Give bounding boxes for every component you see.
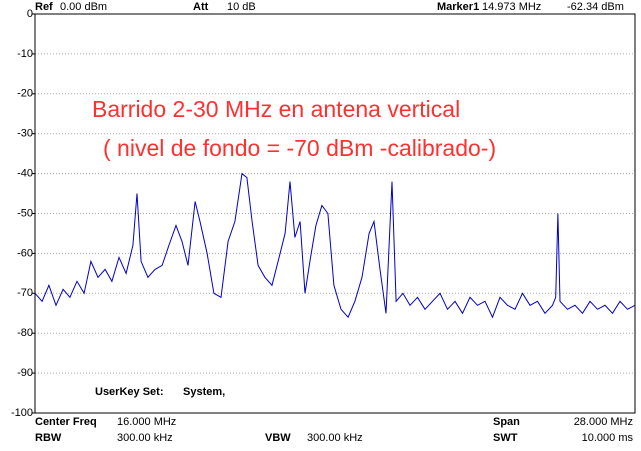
span-value: 28.000 MHz <box>574 416 633 428</box>
swt-value: 10.000 ms <box>582 432 634 444</box>
marker-label: Marker1 <box>437 1 479 13</box>
y-tick-label: -90 <box>17 367 33 379</box>
userkey-label: UserKey Set: <box>95 386 163 398</box>
y-tick-label: -50 <box>17 207 33 219</box>
vbw-value: 300.00 kHz <box>307 432 363 444</box>
span-label: Span <box>493 416 520 428</box>
att-value: 10 dB <box>227 1 256 13</box>
y-tick-label: -20 <box>17 88 33 100</box>
ref-value: 0.00 dBm <box>60 1 107 13</box>
rbw-label: RBW <box>35 432 62 444</box>
annotation: ( nivel de fondo = -70 dBm -calibrado-) <box>103 135 496 161</box>
y-tick-label: -30 <box>17 128 33 140</box>
y-tick-label: -100 <box>11 407 33 419</box>
y-tick-label: -40 <box>17 168 33 180</box>
annotation: Barrido 2-30 MHz en antena vertical <box>92 96 460 122</box>
userkey-value: System, <box>183 386 225 398</box>
center-value: 16.000 MHz <box>117 416 176 428</box>
vbw-label: VBW <box>265 432 291 444</box>
ref-label: Ref <box>35 1 53 13</box>
swt-label: SWT <box>493 432 518 444</box>
y-tick-label: -60 <box>17 247 33 259</box>
y-tick-label: -80 <box>17 327 33 339</box>
marker-freq: 14.973 MHz <box>482 1 541 13</box>
rbw-value: 300.00 kHz <box>117 432 173 444</box>
att-label: Att <box>193 1 209 13</box>
y-tick-label: -10 <box>17 48 33 60</box>
y-tick-label: -70 <box>17 287 33 299</box>
y-tick-label: 0 <box>27 8 33 20</box>
marker-level: -62.34 dBm <box>567 1 624 13</box>
trace <box>34 172 636 319</box>
center-label: Center Freq <box>35 416 97 428</box>
